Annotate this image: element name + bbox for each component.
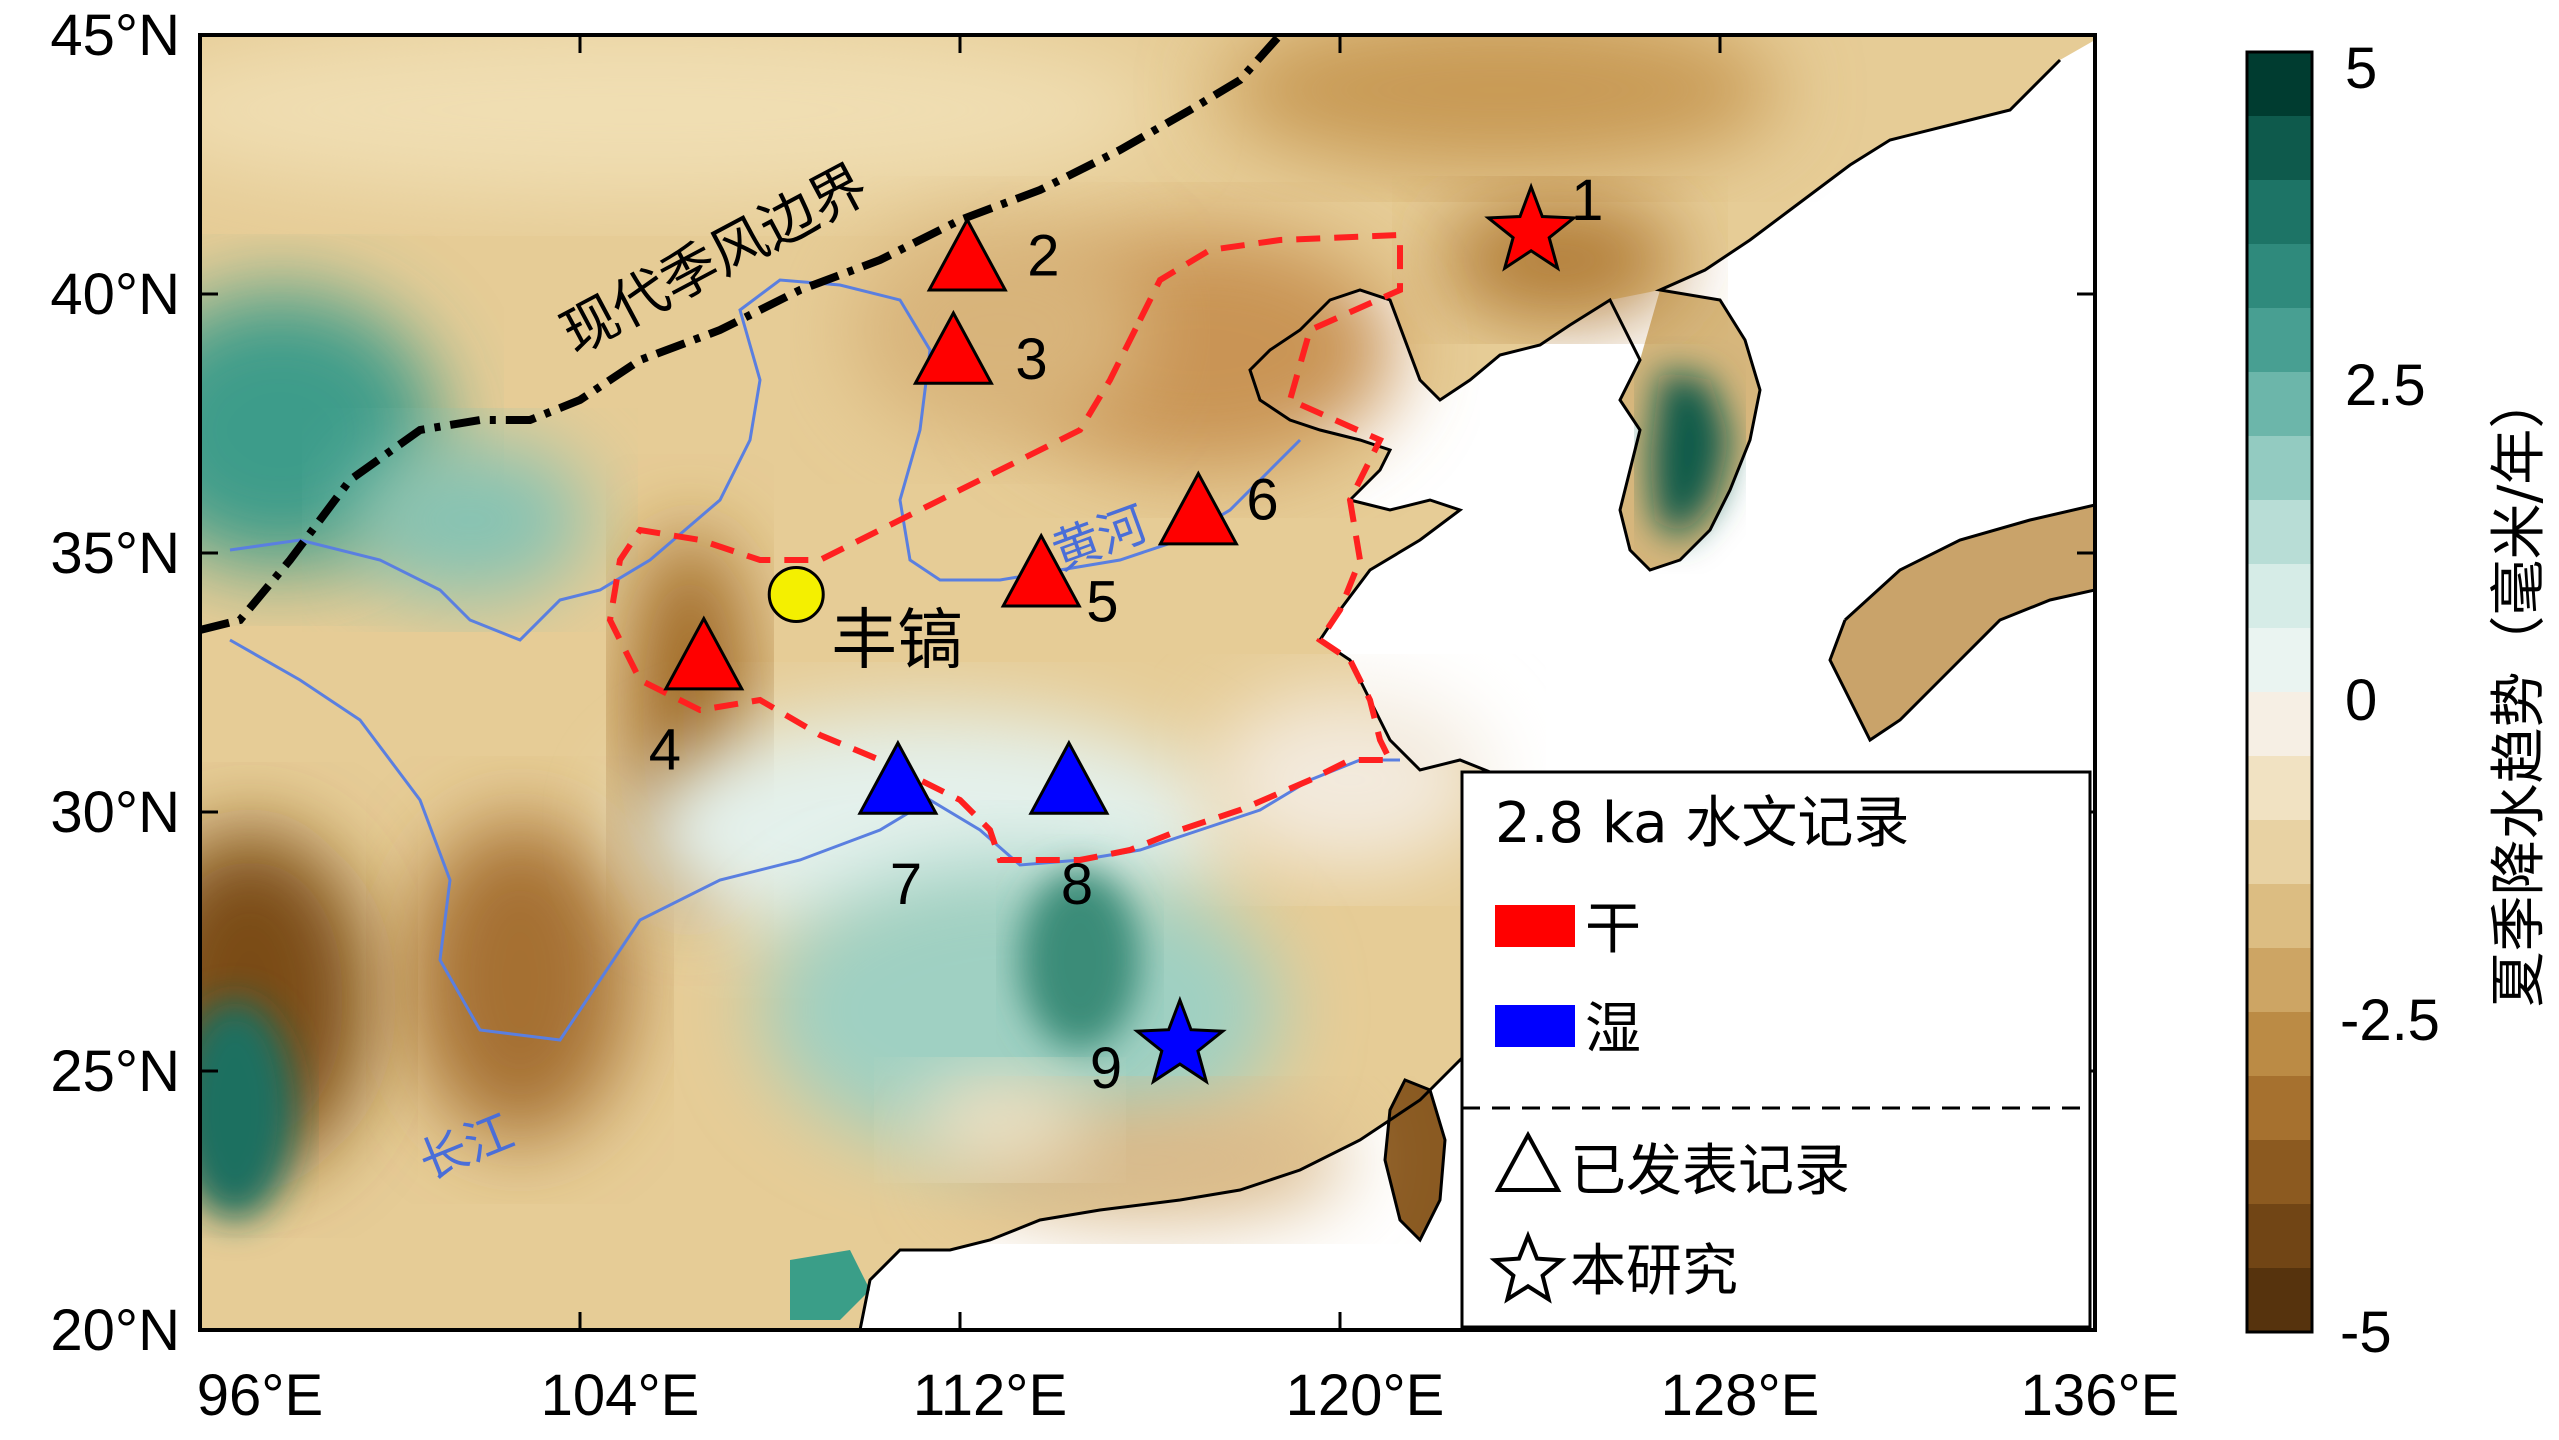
arid-region-outline	[606, 231, 1403, 863]
colorbar-frame	[2245, 50, 2314, 1334]
colorbar-segment	[2247, 1268, 2312, 1333]
x-tick-label: 104°E	[541, 1363, 700, 1428]
legend: 2.8 ka 水文记录 干 湿 已发表记录 本研究	[1460, 770, 2092, 1329]
site-number-label: 7	[890, 852, 922, 917]
colorbar-segment	[2247, 1204, 2312, 1269]
fengao-site-marker	[767, 565, 825, 623]
x-axis-labels: 96°E 104°E 112°E 120°E 128°E 136°E	[197, 1363, 2180, 1428]
colorbar-segment	[2247, 52, 2312, 117]
colorbar-segment	[2247, 372, 2312, 437]
site-number-label: 3	[1015, 327, 1047, 392]
taiwan-outline	[1383, 1078, 1447, 1243]
colorbar-segment	[2247, 436, 2312, 501]
colorbar-label: 夏季降水趋势（毫米/年）	[2487, 373, 2552, 1008]
legend-published-label: 已发表记录	[1570, 1139, 1850, 1204]
colorbar-segment	[2247, 628, 2312, 693]
site-triangle-marker	[857, 739, 939, 815]
legend-this-study-label: 本研究	[1570, 1239, 1738, 1304]
land-mass	[200, 35, 2095, 1330]
colorbar-tick-label: 0	[2345, 668, 2377, 733]
map-frame	[198, 33, 2097, 1332]
japan-outline	[1828, 503, 2095, 743]
colorbar-segment	[2247, 1012, 2312, 1077]
colorbar-segment	[2247, 948, 2312, 1013]
y-axis-labels: 45°N 40°N 35°N 30°N 25°N 20°N	[50, 3, 180, 1363]
site-triangle-marker	[1000, 532, 1082, 608]
legend-star-icon	[1489, 1230, 1567, 1304]
site-number-label: 5	[1086, 570, 1118, 635]
precipitation-trend-shading	[200, 35, 1780, 1220]
y-tick-label: 40°N	[50, 262, 180, 327]
x-tick-label: 112°E	[913, 1363, 1067, 1428]
site-number-label: 6	[1246, 468, 1278, 533]
legend-dry-label: 干	[1585, 897, 1641, 962]
y-tick-label: 45°N	[50, 3, 180, 68]
colorbar-segment	[2247, 756, 2312, 821]
legend-wet-label: 湿	[1585, 997, 1641, 1062]
colorbar-segment	[2247, 500, 2312, 565]
colorbar-tick-label: 5	[2345, 36, 2377, 101]
site-number-label: 1	[1571, 168, 1603, 233]
legend-box	[1460, 770, 2092, 1329]
site-star-marker	[1133, 995, 1227, 1085]
colorbar-tick-label: 2.5	[2345, 353, 2426, 418]
site-number-label: 9	[1090, 1036, 1122, 1101]
colorbar-segment	[2247, 308, 2312, 373]
site-star-marker	[1484, 182, 1578, 272]
legend-dry-swatch	[1495, 905, 1575, 947]
colorbar-segment	[2247, 1076, 2312, 1141]
fengao-site-label: 丰镐	[831, 601, 963, 678]
taiwan	[1385, 1080, 1445, 1240]
x-tick-label: 136°E	[2021, 1363, 2180, 1428]
site-triangle-marker	[1028, 739, 1110, 815]
x-tick-label: 120°E	[1286, 1363, 1445, 1428]
site-triangle-marker	[912, 309, 994, 385]
y-tick-label: 25°N	[50, 1039, 180, 1104]
colorbar-segment	[2247, 884, 2312, 949]
y-tick-label: 30°N	[50, 780, 180, 845]
colorbar-segment	[2247, 244, 2312, 309]
site-triangle-marker	[926, 216, 1008, 292]
colorbar-segment	[2247, 1140, 2312, 1205]
colorbar-segment	[2247, 692, 2312, 757]
colorbar-segment	[2247, 820, 2312, 885]
site-number-label: 2	[1027, 224, 1059, 289]
colorbar-segment	[2247, 564, 2312, 629]
x-tick-label: 96°E	[197, 1363, 323, 1428]
legend-triangle-icon	[1494, 1130, 1562, 1192]
site-number-label: 8	[1061, 852, 1093, 917]
map-panel: 96°E 104°E 112°E 120°E 128°E 136°E 45°N …	[50, 3, 2179, 1428]
hainan	[790, 1250, 870, 1320]
colorbar-tick-label: -2.5	[2340, 988, 2440, 1053]
x-tick-label: 128°E	[1661, 1363, 1820, 1428]
korea-wet-region	[1650, 370, 1730, 540]
monsoon-boundary-line	[200, 35, 1283, 634]
colorbar: 5 2.5 0 -2.5 -5 夏季降水趋势（毫米/年）	[2245, 36, 2552, 1365]
japan-kyushu-honshu	[1830, 505, 2095, 740]
colorbar-segment	[2247, 116, 2312, 181]
record-site-markers: 1 2 3 4 5 6 7 8 9	[649, 168, 1604, 1101]
colorbar-segments	[2247, 52, 2312, 1333]
yangtze-river	[229, 638, 1400, 1042]
site-number-label: 4	[649, 718, 681, 783]
legend-title: 2.8 ka 水文记录	[1495, 791, 1909, 856]
y-tick-label: 20°N	[50, 1298, 180, 1363]
site-triangle-marker	[663, 615, 745, 691]
colorbar-segment	[2247, 180, 2312, 245]
y-tick-label: 35°N	[50, 521, 180, 586]
site-triangle-marker	[1157, 470, 1239, 546]
legend-wet-swatch	[1495, 1005, 1575, 1047]
colorbar-tick-label: -5	[2340, 1300, 2392, 1365]
